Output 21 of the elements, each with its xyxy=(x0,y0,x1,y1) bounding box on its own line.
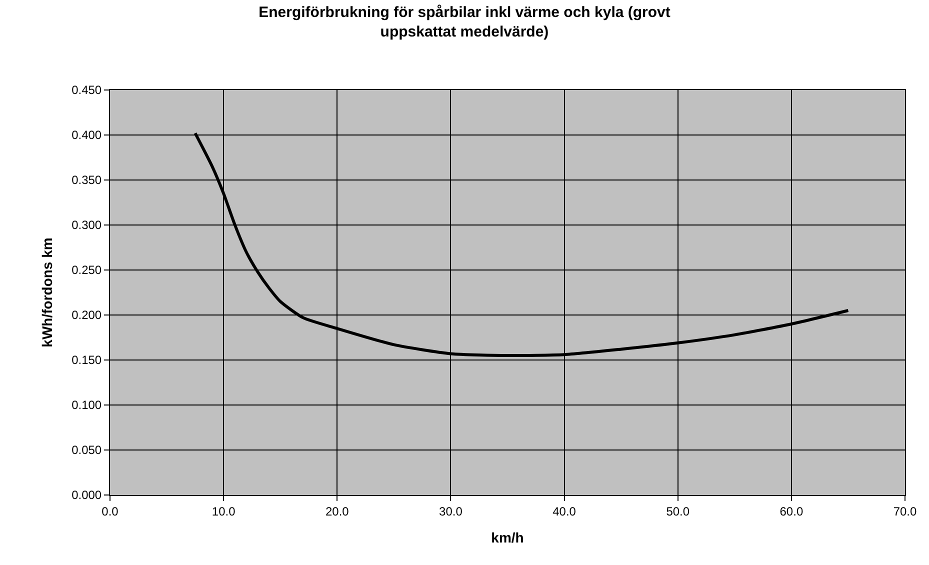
x-tick-label: 60.0 xyxy=(780,504,804,518)
x-tick-label: 20.0 xyxy=(325,504,350,518)
y-axis-title: kWh/fordons km xyxy=(39,238,56,348)
x-tick-label: 0.0 xyxy=(102,504,119,518)
y-tick-label: 0.300 xyxy=(72,218,102,232)
y-tick-label: 0.400 xyxy=(72,128,102,142)
x-tick-label: 50.0 xyxy=(666,504,690,518)
x-tick-label: 10.0 xyxy=(212,504,236,518)
chart-title: Energiförbrukning för spårbilar inkl värme och kyla (grovt uppskattat medelvärde) xyxy=(258,4,670,40)
x-tick-label: 30.0 xyxy=(439,504,463,518)
y-tick-label: 0.250 xyxy=(72,263,102,278)
x-axis-title: km/h xyxy=(491,530,524,546)
y-tick-label: 0.450 xyxy=(72,83,102,98)
x-tick-label: 40.0 xyxy=(552,504,576,518)
y-tick-label: 0.000 xyxy=(72,488,102,502)
y-tick-label: 0.150 xyxy=(72,353,102,368)
y-tick-label: 0.350 xyxy=(72,173,102,188)
x-tick-label: 70.0 xyxy=(893,504,917,518)
y-tick-label: 0.200 xyxy=(72,308,102,322)
y-tick-label: 0.100 xyxy=(72,398,102,412)
y-tick-label: 0.050 xyxy=(72,443,102,458)
